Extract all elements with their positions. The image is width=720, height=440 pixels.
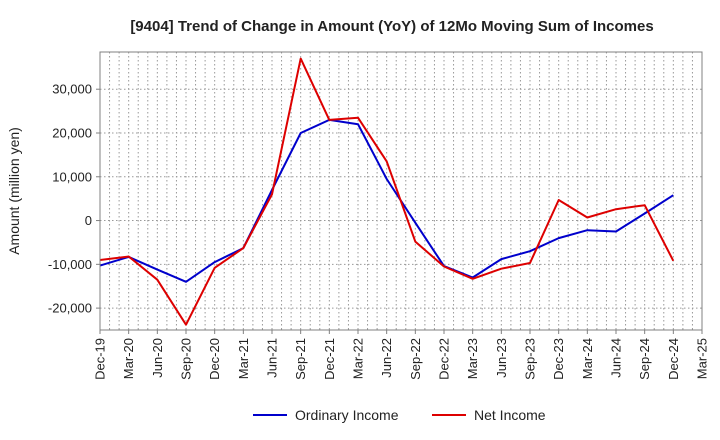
x-tick-label: Mar-22 [351,338,366,379]
x-tick-label: Sep-23 [523,338,538,380]
y-tick-label: 30,000 [52,82,92,97]
x-tick-label: Sep-22 [408,338,423,380]
x-tick-label: Mar-23 [465,338,480,379]
series-line-ordinary-income [99,118,674,283]
chart-title: [9404] Trend of Change in Amount (YoY) o… [130,18,653,35]
x-tick-label: Sep-24 [637,338,652,380]
x-tick-label: Mar-24 [580,338,595,379]
series-line-net-income [99,57,675,326]
x-tick-label: Dec-23 [551,338,566,380]
y-tick-label: 10,000 [52,169,92,184]
x-tick-label: Jun-20 [150,338,165,378]
y-tick-label: -20,000 [48,301,92,316]
x-tick-label: Dec-20 [207,338,222,380]
x-tick-label: Dec-22 [437,338,452,380]
x-tick-label: Jun-23 [494,338,509,378]
x-tick-label: Sep-21 [293,338,308,380]
y-axis-label: Amount (million yen) [6,127,22,255]
x-tick-label: Sep-20 [179,338,194,380]
x-tick-label: Mar-25 [695,338,710,379]
y-tick-label: 20,000 [52,125,92,140]
x-tick-label: Mar-21 [236,338,251,379]
x-tick-label: Mar-20 [121,338,136,379]
plot-frame [99,51,703,331]
x-tick-label: Dec-21 [322,338,337,380]
x-axis-ticks: Dec-19 Mar-20 Jun-20 Sep-20 Dec-20 Mar-21 Jun-… [93,330,710,380]
y-tick-label: 0 [85,213,92,228]
legend-label-net-income: Net Income [474,407,546,423]
y-axis-ticks: -20,000 -10,000 0 10,000 20,000 30,000 [48,82,100,316]
x-tick-label: Dec-19 [93,338,108,380]
y-tick-label: -10,000 [48,257,92,272]
legend: Ordinary Income Net Income [253,407,546,423]
x-tick-label: Dec-24 [666,338,681,380]
legend-label-ordinary-income: Ordinary Income [295,407,399,423]
x-tick-label: Jun-22 [379,338,394,378]
x-tick-label: Jun-24 [609,338,624,378]
series-layer [99,57,675,326]
grid-layer [100,52,702,330]
x-tick-label: Jun-21 [265,338,280,378]
